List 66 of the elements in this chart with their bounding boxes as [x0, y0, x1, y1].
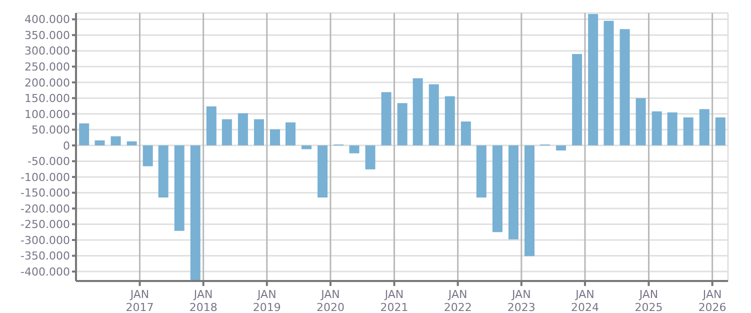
bar: [524, 145, 534, 256]
bar: [190, 145, 200, 281]
bar: [302, 145, 312, 150]
bar: [683, 117, 694, 146]
bar: [174, 145, 184, 231]
bar: [460, 121, 471, 146]
bar: [222, 119, 232, 146]
bar: [365, 145, 376, 170]
bar: [238, 113, 248, 146]
bar: [381, 92, 392, 146]
y-tick-label: -50.000: [28, 155, 70, 168]
bar: [667, 112, 678, 146]
x-tick-label: JAN 2024: [570, 288, 599, 313]
bar: [270, 129, 280, 146]
y-tick-label: 300.000: [24, 44, 70, 58]
bar: [286, 122, 296, 146]
bar: [397, 103, 408, 146]
y-tick-label: -400.000: [20, 265, 70, 278]
y-tick-label: -200.000: [20, 202, 70, 216]
bar: [79, 123, 90, 146]
bar: [444, 96, 455, 146]
y-tick-label: 400.000: [24, 13, 70, 26]
y-tick-label: -150.000: [20, 186, 70, 200]
y-tick-label: -350.000: [20, 250, 70, 263]
bar: [652, 111, 662, 146]
bar: [126, 141, 137, 146]
bar: [620, 29, 630, 146]
bar: [158, 145, 168, 198]
bar: [476, 145, 486, 198]
x-tick-label: JAN 2023: [507, 288, 536, 313]
bar: [254, 119, 264, 146]
x-tick-label: JAN 2017: [126, 288, 154, 313]
bar: [412, 78, 423, 146]
bar: [699, 109, 710, 146]
bar: [492, 145, 502, 232]
x-tick-label: JAN 2018: [189, 288, 218, 313]
bar: [508, 145, 518, 240]
y-tick-label: 350.000: [24, 28, 70, 42]
bar: [588, 14, 598, 146]
y-tick-label: 0: [63, 139, 70, 152]
bar: [349, 145, 360, 154]
bar: [206, 106, 216, 146]
bar: [318, 145, 328, 198]
bar: [636, 98, 646, 146]
y-tick-label: 150.000: [24, 92, 70, 106]
x-tick-label: JAN 2019: [252, 288, 281, 313]
bar: [94, 140, 105, 146]
x-tick-label: JAN 2026: [698, 288, 726, 313]
bar: [110, 136, 121, 146]
y-tick-label: 100.000: [24, 108, 70, 121]
y-tick-label: 50.000: [32, 124, 70, 137]
bar: [604, 20, 614, 146]
bar: [572, 54, 582, 146]
bar: [428, 84, 439, 146]
bar: [556, 145, 566, 150]
y-tick-label: -250.000: [20, 218, 70, 232]
y-tick-label: 200.000: [24, 76, 70, 90]
y-tick-label: 250.000: [24, 60, 70, 74]
x-tick-label: JAN 2021: [380, 288, 408, 313]
x-tick-label: JAN 2022: [444, 288, 472, 313]
x-tick-label: JAN 2025: [634, 288, 663, 313]
y-tick-label: -300.000: [20, 234, 70, 247]
bar: [142, 145, 153, 166]
bar: [715, 117, 726, 146]
y-tick-label: -100.000: [20, 170, 70, 184]
x-tick-label: JAN 2020: [316, 288, 344, 313]
